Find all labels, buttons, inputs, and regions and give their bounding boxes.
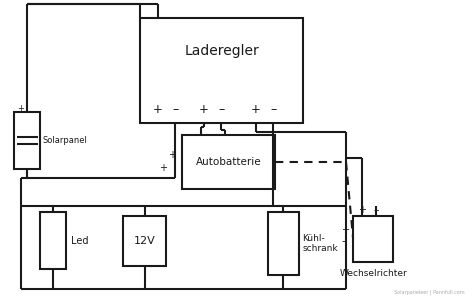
- Bar: [140, 18, 303, 123]
- Text: +: +: [168, 150, 176, 160]
- Bar: [123, 216, 166, 266]
- Bar: [182, 135, 275, 189]
- Text: +: +: [199, 103, 209, 116]
- Text: Kühl-
schrank: Kühl- schrank: [302, 234, 338, 253]
- Text: –: –: [172, 103, 179, 116]
- Text: 12V: 12V: [134, 236, 155, 246]
- Text: +: +: [358, 205, 365, 215]
- Bar: [40, 212, 66, 269]
- Text: Autobatterie: Autobatterie: [196, 157, 262, 167]
- Text: Wechselrichter: Wechselrichter: [339, 269, 407, 278]
- Text: Led: Led: [71, 236, 89, 245]
- Text: Solarpaneleer | Pannfull.com: Solarpaneleer | Pannfull.com: [394, 289, 465, 295]
- Bar: [353, 216, 393, 262]
- Text: Laderegler: Laderegler: [184, 44, 259, 58]
- Text: –: –: [342, 236, 347, 246]
- Bar: [268, 212, 299, 275]
- Text: +: +: [251, 103, 261, 116]
- Text: +: +: [153, 103, 163, 116]
- Text: –: –: [373, 205, 379, 215]
- Text: –: –: [270, 103, 277, 116]
- Text: +: +: [18, 104, 25, 112]
- Text: Solarpanel: Solarpanel: [43, 136, 88, 145]
- Text: +: +: [341, 225, 348, 235]
- Text: +: +: [159, 163, 166, 173]
- Text: –: –: [218, 103, 225, 116]
- Bar: [14, 112, 40, 169]
